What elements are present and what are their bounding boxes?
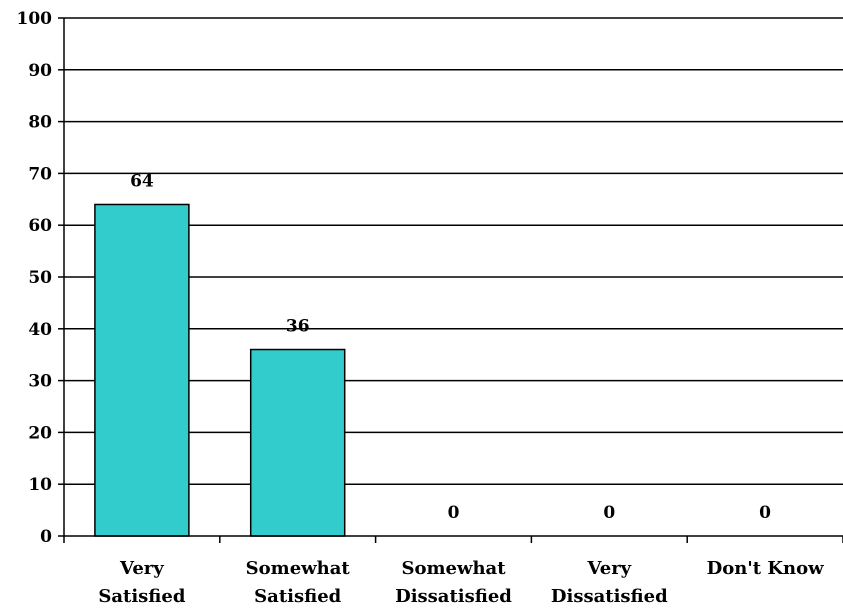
category-label-line: Dissatisfied (551, 586, 668, 607)
data-label-2: 0 (448, 503, 460, 523)
y-tick-labels: 0 10 20 30 40 50 60 70 80 90 100 (17, 9, 53, 547)
category-label-4: Don't Know (707, 558, 825, 579)
y-tick-label: 10 (28, 475, 52, 495)
category-label-line: Dissatisfied (395, 586, 512, 607)
y-tick-label: 0 (40, 527, 52, 547)
category-label-0: Very Satisfied (98, 558, 185, 607)
y-tick-label: 100 (17, 9, 53, 29)
y-tick-label: 40 (28, 320, 52, 340)
data-label-0: 64 (130, 171, 154, 191)
category-label-line: Satisfied (254, 586, 341, 607)
grid-lines (64, 17, 843, 485)
category-label-2: Somewhat Dissatisfied (395, 558, 512, 607)
y-tick-label: 80 (28, 113, 52, 133)
y-tick-label: 70 (28, 164, 52, 184)
bars (94, 203, 346, 537)
category-label-3: Very Dissatisfied (551, 558, 668, 607)
data-label-1: 36 (286, 317, 310, 337)
y-tick-label: 60 (28, 216, 52, 236)
bar-1 (249, 348, 346, 537)
category-label-line: Somewhat (246, 558, 351, 579)
data-label-4: 0 (759, 503, 771, 523)
category-label-line: Somewhat (401, 558, 506, 579)
category-label-line: Satisfied (98, 586, 185, 607)
category-labels: Very Satisfied Somewhat Satisfied Somewhat Di… (98, 558, 824, 607)
bar-0 (94, 203, 190, 537)
axes (58, 17, 843, 543)
y-tick-label: 50 (28, 268, 52, 288)
category-label-line: Very (586, 558, 631, 579)
y-tick-label: 30 (28, 372, 52, 392)
category-label-line: Don't Know (707, 558, 825, 579)
y-tick-label: 20 (28, 423, 52, 443)
data-labels: 64 36 0 0 0 (130, 171, 771, 523)
category-label-line: Very (119, 558, 164, 579)
y-tick-label: 90 (28, 61, 52, 81)
category-label-1: Somewhat Satisfied (246, 558, 351, 607)
data-label-3: 0 (603, 503, 615, 523)
